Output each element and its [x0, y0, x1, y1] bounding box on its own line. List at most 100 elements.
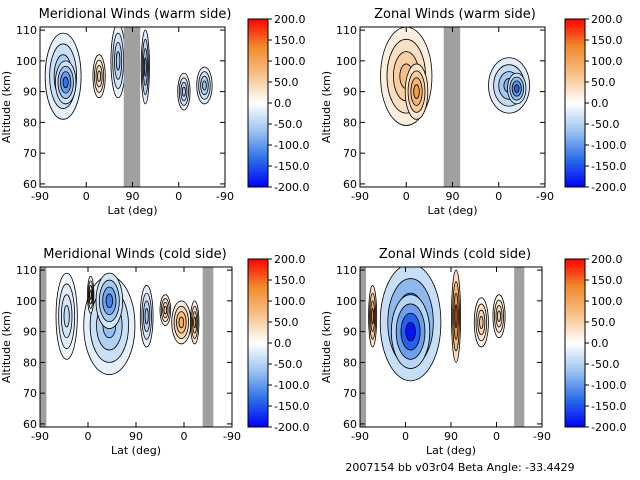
plot-area [380, 27, 530, 187]
y-tick-label: 90 [23, 326, 37, 339]
plot-area [360, 267, 525, 427]
colorbar-tick-label: 150.0 [591, 274, 623, 287]
colorbar-tick-label: 100.0 [274, 55, 306, 68]
colorbar-tick-label: 50.0 [591, 76, 616, 89]
x-axis-label: Lat (deg) [108, 204, 158, 217]
contour-2-level-4 [413, 84, 420, 99]
colorbar: 200.0 150.0 100.0 50.0 0.0 -50.0 -100.0 -150.0 -… [564, 13, 626, 194]
x-tick-label: 0 [493, 430, 500, 443]
colorbar: 200.0 150.0 100.0 50.0 0.0 -50.0 -100.0 -150.0 -… [247, 253, 309, 434]
gray-band-2 [514, 267, 525, 427]
x-tick-label: 90 [446, 190, 460, 203]
colorbar-tick-label: 50.0 [274, 76, 299, 89]
y-tick-label: 110 [16, 24, 37, 37]
colorbar-tick-label: 100.0 [274, 295, 306, 308]
y-tick-label: 90 [23, 86, 37, 99]
colorbar-tick-label: 50.0 [274, 316, 299, 329]
colorbar-tick-label: 200.0 [591, 13, 623, 26]
colorbar-tick-label: 150.0 [274, 274, 306, 287]
y-tick-label: 100 [336, 295, 357, 308]
y-tick-label: 60 [23, 418, 37, 431]
contour-3-level-4 [97, 70, 102, 83]
contour-6-level-4 [497, 310, 501, 323]
colorbar-tick-label: -200.0 [274, 421, 309, 434]
colorbar-gradient [247, 258, 269, 428]
chart-title: Meridional Winds (warm side) [39, 7, 232, 22]
contour-8-level-4 [193, 316, 197, 329]
y-tick-label: 100 [336, 55, 357, 68]
footer-info: 2007154 bb v03r04 Beta Angle: -33.4429 [345, 461, 574, 474]
y-tick-label: 90 [343, 326, 357, 339]
x-tick-label: 90 [126, 190, 140, 203]
colorbar-tick-label: -200.0 [591, 181, 626, 194]
plot-area [44, 27, 213, 187]
colorbar-tick-label: 200.0 [274, 253, 306, 266]
y-tick-label: 110 [336, 264, 357, 277]
contour-2-level-4 [105, 293, 114, 309]
colorbar-tick-label: -100.0 [274, 139, 309, 152]
contour-4-level-4 [514, 84, 520, 93]
chart-title: Zonal Winds (warm side) [374, 7, 536, 22]
x-tick-label: 90 [129, 430, 143, 443]
y-axis-label: Altitude (km) [0, 71, 13, 143]
y-tick-label: 60 [343, 178, 357, 191]
y-tick-label: 70 [23, 147, 37, 160]
y-tick-label: 80 [343, 116, 357, 129]
y-axis-label: Altitude (km) [320, 311, 333, 383]
x-tick-label: -90 [536, 190, 554, 203]
y-tick-label: 100 [16, 55, 37, 68]
contour-5-level-4 [479, 315, 484, 329]
contour-3-level-4 [63, 305, 70, 328]
colorbar-tick-label: -50.0 [274, 358, 302, 371]
x-axis-label: Lat (deg) [111, 444, 161, 457]
y-tick-label: 60 [343, 418, 357, 431]
y-tick-label: 90 [343, 86, 357, 99]
colorbar: 200.0 150.0 100.0 50.0 0.0 -50.0 -100.0 -150.0 -… [247, 13, 309, 194]
x-tick-label: 0 [181, 430, 188, 443]
x-tick-label: -90 [351, 430, 369, 443]
colorbar-tick-label: 0.0 [591, 97, 609, 110]
colorbar-tick-label: -100.0 [591, 139, 626, 152]
colorbar-tick-label: -150.0 [591, 400, 626, 413]
colorbar-gradient [247, 18, 269, 188]
colorbar-tick-label: -50.0 [591, 358, 619, 371]
x-tick-label: -90 [216, 190, 234, 203]
x-tick-label: 0 [495, 190, 502, 203]
gray-band-2 [202, 267, 214, 427]
x-tick-label: 0 [85, 430, 92, 443]
contour-7-level-4 [202, 80, 207, 91]
contour-5-level-4 [144, 308, 149, 325]
contour-2-level-4 [62, 76, 69, 89]
gray-band-1 [40, 267, 47, 427]
x-tick-label: -90 [223, 430, 241, 443]
colorbar-tick-label: -200.0 [274, 181, 309, 194]
y-tick-label: 80 [23, 116, 37, 129]
y-tick-label: 70 [23, 387, 37, 400]
contour-4-level-4 [89, 289, 92, 300]
contour-4-level-4 [454, 304, 458, 329]
colorbar-tick-label: -50.0 [274, 118, 302, 131]
colorbar-tick-label: -100.0 [274, 379, 309, 392]
colorbar-tick-label: -50.0 [591, 118, 619, 131]
y-tick-label: 80 [23, 356, 37, 369]
y-axis-label: Altitude (km) [0, 311, 13, 383]
colorbar-tick-label: 0.0 [274, 97, 292, 110]
colorbar-tick-label: 50.0 [591, 316, 616, 329]
x-axis-label: Lat (deg) [428, 204, 478, 217]
colorbar-tick-label: -200.0 [591, 421, 626, 434]
y-tick-label: 110 [16, 264, 37, 277]
x-tick-label: 90 [444, 430, 458, 443]
plot-area [40, 267, 214, 427]
gray-band-1 [123, 27, 141, 187]
contour-3-level-4 [371, 308, 375, 325]
colorbar-tick-label: -150.0 [591, 160, 626, 173]
x-axis-label: Lat (deg) [426, 444, 476, 457]
x-tick-label: 0 [402, 430, 409, 443]
x-tick-label: -90 [31, 430, 49, 443]
x-tick-label: -90 [31, 190, 49, 203]
chart-title: Zonal Winds (cold side) [379, 247, 531, 262]
colorbar-gradient [564, 258, 586, 428]
